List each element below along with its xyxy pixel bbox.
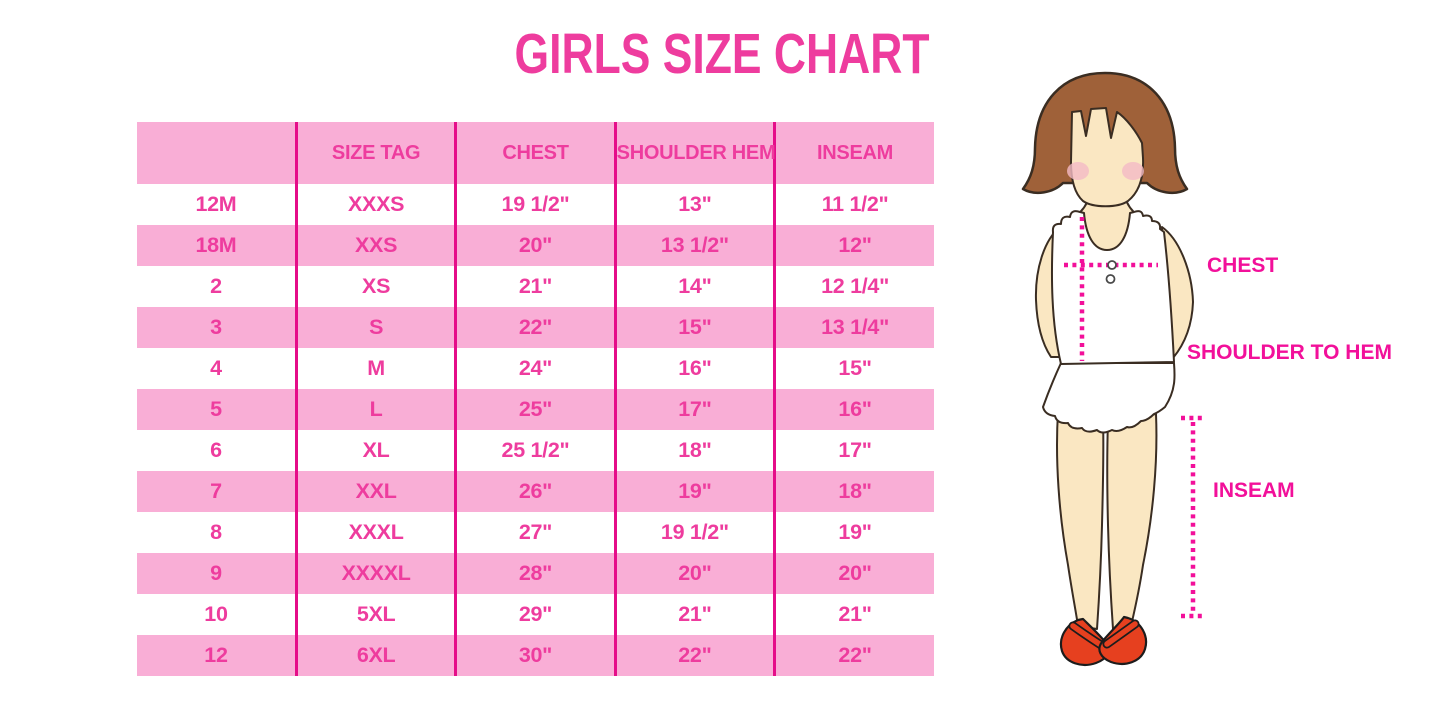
header-cell-size-tag: SIZE TAG (294, 122, 456, 184)
size-cell: 5 (210, 397, 222, 421)
girl-top (1050, 210, 1175, 365)
size-cell: XXXL (294, 512, 456, 553)
size-cell: 15" (613, 307, 775, 348)
size-cell: 25 1/2" (454, 430, 616, 471)
size-cell: XXL (294, 471, 456, 512)
girls-size-table: SIZE TAG CHEST SHOULDER HEM INSEAM 12M XX… (137, 122, 934, 676)
size-cell: 18M (195, 233, 237, 257)
size-cell: 13 1/4" (773, 307, 934, 348)
size-cell: XXXXL (294, 553, 456, 594)
size-row: 3 S 22" 15" 13 1/4" (137, 307, 934, 348)
size-cell: 6 (210, 438, 222, 462)
size-row: 4 M 24" 16" 15" (137, 348, 934, 389)
girl-measurement-diagram: CHEST SHOULDER TO HEM INSEAM (1021, 71, 1392, 667)
header-cell-inseam: INSEAM (773, 122, 934, 184)
size-cell: 18" (773, 471, 934, 512)
size-cell: 5XL (294, 594, 456, 635)
size-cell: 22" (773, 635, 934, 676)
size-cell: 18" (613, 430, 775, 471)
size-row: 5 L 25" 17" 16" (137, 389, 934, 430)
size-row: 18M XXS 20" 13 1/2" 12" (137, 225, 934, 266)
size-cell: 12 (204, 643, 228, 667)
girl-skirt (1042, 362, 1176, 434)
size-cell: 22" (454, 307, 616, 348)
page-title-text: GIRLS SIZE CHART (515, 22, 930, 86)
size-cell: 11 1/2" (773, 184, 934, 225)
size-cell: 14" (613, 266, 775, 307)
shoulder-to-hem-label: SHOULDER TO HEM (1187, 341, 1392, 364)
size-cell: 12 1/4" (773, 266, 934, 307)
size-cell: 29" (454, 594, 616, 635)
inseam-label: INSEAM (1213, 479, 1295, 502)
size-row: 7 XXL 26" 19" 18" (137, 471, 934, 512)
size-cell: 16" (773, 389, 934, 430)
size-cell: 12" (773, 225, 934, 266)
chest-label: CHEST (1207, 254, 1278, 277)
size-row: 2 XS 21" 14" 12 1/4" (137, 266, 934, 307)
size-cell: 24" (454, 348, 616, 389)
size-cell: 13 1/2" (613, 225, 775, 266)
size-cell: 19 1/2" (613, 512, 775, 553)
size-cell: 26" (454, 471, 616, 512)
size-cell: XL (294, 430, 456, 471)
size-cell: 10 (204, 602, 228, 626)
size-cell: 25" (454, 389, 616, 430)
size-cell: 12M (195, 192, 237, 216)
size-cell: 8 (210, 520, 222, 544)
size-row: 9 XXXXL 28" 20" 20" (137, 553, 934, 594)
size-row: 12 6XL 30" 22" 22" (137, 635, 934, 676)
size-cell: 20" (613, 553, 775, 594)
size-cell: 15" (773, 348, 934, 389)
size-cell: 9 (210, 561, 222, 585)
size-cell: 7 (210, 479, 222, 503)
size-cell: XXXS (294, 184, 456, 225)
size-cell: 20" (773, 553, 934, 594)
girl-leg-right (1106, 413, 1158, 630)
size-cell: XS (294, 266, 456, 307)
size-cell: 21" (773, 594, 934, 635)
size-cell: 3 (210, 315, 222, 339)
girl-top-button-2 (1105, 274, 1116, 284)
header-cell-blank (137, 122, 297, 184)
size-cell: 6XL (294, 635, 456, 676)
page-title: GIRLS SIZE CHART (0, 26, 1445, 83)
size-cell: 19" (613, 471, 775, 512)
size-cell: L (294, 389, 456, 430)
header-row: SIZE TAG CHEST SHOULDER HEM INSEAM (137, 122, 934, 184)
header-cell-shoulder-hem: SHOULDER HEM (613, 122, 776, 184)
girl-shoe-right-strap (1104, 621, 1138, 647)
size-row: 12M XXXS 19 1/2" 13" 11 1/2" (137, 184, 934, 225)
size-cell: M (294, 348, 456, 389)
girl-blush-left (1067, 162, 1089, 180)
girl-face (1070, 107, 1145, 208)
size-row: 6 XL 25 1/2" 18" 17" (137, 430, 934, 471)
size-cell: 13" (613, 184, 775, 225)
size-cell: 27" (454, 512, 616, 553)
size-cell: 21" (613, 594, 775, 635)
header-cell-chest: CHEST (454, 122, 616, 184)
size-table-body: 12M XXXS 19 1/2" 13" 11 1/2" 18M XXS 20" 13 1/2"… (137, 184, 934, 676)
size-cell: 20" (454, 225, 616, 266)
size-cell: 30" (454, 635, 616, 676)
girl-shoe-left-strap (1070, 623, 1104, 648)
size-cell: 17" (773, 430, 934, 471)
girl-top-button-1 (1107, 260, 1117, 270)
size-row: 10 5XL 29" 21" 21" (137, 594, 934, 635)
size-cell: 17" (613, 389, 775, 430)
girl-leg-left (1056, 411, 1105, 630)
size-cell: 4 (210, 356, 222, 380)
size-cell: 28" (454, 553, 616, 594)
size-cell: S (294, 307, 456, 348)
girl-blush-right (1122, 162, 1144, 180)
size-table-head: SIZE TAG CHEST SHOULDER HEM INSEAM (137, 122, 934, 184)
size-cell: 22" (613, 635, 775, 676)
size-row: 8 XXXL 27" 19 1/2" 19" (137, 512, 934, 553)
size-cell: 21" (454, 266, 616, 307)
size-cell: 2 (210, 274, 222, 298)
size-cell: XXS (294, 225, 456, 266)
size-cell: 19 1/2" (454, 184, 616, 225)
size-cell: 16" (613, 348, 775, 389)
size-cell: 19" (773, 512, 934, 553)
